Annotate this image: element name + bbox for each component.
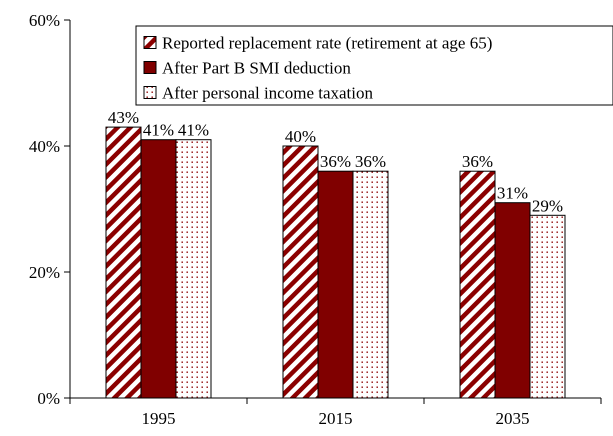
data-label: 41% (143, 121, 174, 140)
data-label: 29% (532, 196, 563, 215)
data-label: 31% (497, 184, 528, 203)
y-tick-label: 0% (37, 389, 60, 408)
legend-entry: After Part B SMI deduction (162, 59, 351, 78)
legend-swatch (143, 86, 157, 99)
x-tick-label: 2015 (319, 409, 353, 428)
data-label: 43% (108, 108, 139, 127)
data-labels: 43%41% 41% 40%36% 36% 36%31%29% (108, 108, 563, 215)
data-label: 36% (320, 152, 351, 171)
legend-box (135, 25, 613, 106)
bar (494, 202, 531, 399)
data-label: 36% (462, 152, 493, 171)
legend: Reported replacement rate (retirement at… (135, 25, 613, 106)
bar (529, 214, 566, 399)
legend-swatch (143, 36, 157, 49)
y-tick-label: 20% (29, 263, 60, 282)
y-tick-label: 40% (29, 137, 60, 156)
legend-entry: After personal income taxation (162, 84, 374, 103)
x-tick-label: 2035 (496, 409, 530, 428)
bar (140, 139, 177, 399)
bar (352, 170, 389, 399)
y-tick-label: 60% (29, 11, 60, 30)
bar (105, 126, 142, 399)
data-label: 36% (355, 152, 386, 171)
legend-entry: Reported replacement rate (retirement at… (162, 34, 492, 53)
data-label: 41% (178, 121, 209, 140)
bar (459, 170, 496, 399)
bar (175, 139, 212, 399)
bar (282, 145, 319, 399)
bars (105, 126, 566, 399)
bar (317, 170, 354, 399)
x-tick-label: 1995 (142, 409, 176, 428)
data-label: 40% (285, 127, 316, 146)
legend-swatch (143, 61, 157, 74)
